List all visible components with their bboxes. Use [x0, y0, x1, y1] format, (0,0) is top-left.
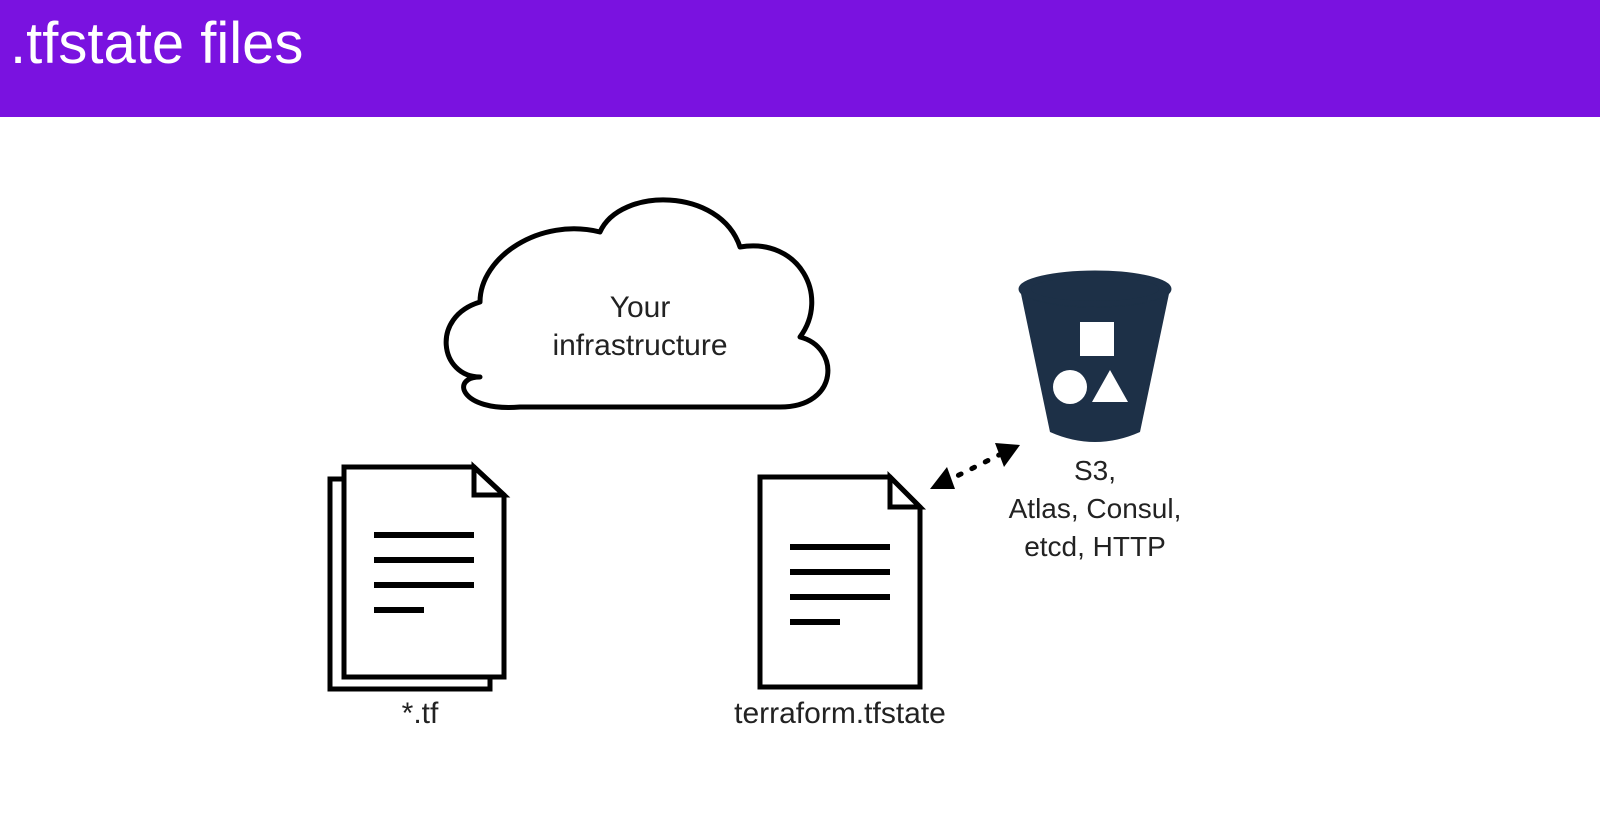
slide-title: .tfstate files	[10, 11, 303, 76]
cloud-label-line2: infrastructure	[552, 329, 727, 362]
tf-files-label: *.tf	[310, 697, 530, 731]
tf-files-icon	[330, 467, 504, 689]
tfstate-file-label: terraform.tfstate	[680, 697, 1000, 731]
bucket-label-line3: etcd, HTTP	[990, 528, 1200, 566]
bucket-label-line2: Atlas, Consul,	[990, 490, 1200, 528]
cloud-label-line1: Your	[610, 291, 671, 324]
tfstate-file-icon	[760, 477, 920, 687]
bucket-label: S3, Atlas, Consul, etcd, HTTP	[990, 452, 1200, 565]
slide-header: .tfstate files	[0, 0, 1600, 117]
bucket-icon	[1019, 271, 1171, 442]
cloud-icon: Your infrastructure	[446, 200, 828, 408]
bucket-label-line1: S3,	[990, 452, 1200, 490]
diagram-canvas: Your infrastructure	[0, 117, 1600, 777]
